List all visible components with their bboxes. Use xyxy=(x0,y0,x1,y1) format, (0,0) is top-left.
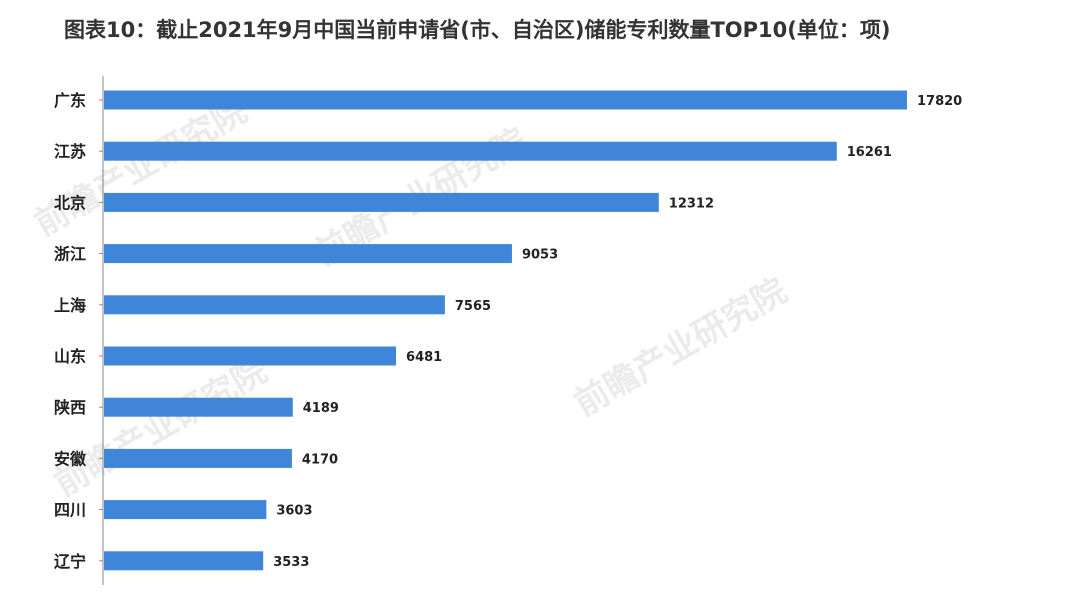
data-label: 6481 xyxy=(406,350,442,365)
data-label: 3603 xyxy=(276,504,312,519)
bar xyxy=(104,346,397,366)
category-label: 山东 xyxy=(54,347,86,366)
category-label: 江苏 xyxy=(54,142,86,161)
category-label: 上海 xyxy=(54,296,86,315)
data-label: 3533 xyxy=(273,555,309,570)
data-label: 12312 xyxy=(669,196,714,211)
bar xyxy=(104,551,264,571)
category-label: 陕西 xyxy=(54,398,86,417)
bar xyxy=(104,295,445,315)
category-label: 安徽 xyxy=(54,449,87,468)
category-label: 辽宁 xyxy=(54,552,86,571)
data-label: 4170 xyxy=(302,452,338,467)
category-label: 四川 xyxy=(54,501,86,520)
data-label: 9053 xyxy=(522,248,558,263)
category-label: 广东 xyxy=(54,91,86,110)
data-label: 16261 xyxy=(847,145,892,160)
bar xyxy=(104,90,907,110)
bar xyxy=(104,397,293,417)
bar xyxy=(104,192,659,212)
bar xyxy=(104,244,512,264)
category-label: 北京 xyxy=(54,193,86,212)
data-label: 4189 xyxy=(303,401,339,416)
data-label: 7565 xyxy=(455,299,491,314)
bar xyxy=(104,448,292,468)
bar xyxy=(104,500,267,520)
data-label: 17820 xyxy=(917,94,962,109)
chart-title: 图表10：截止2021年9月中国当前申请省(市、自治区)储能专利数量TOP10(… xyxy=(64,18,891,42)
category-label: 浙江 xyxy=(54,245,86,264)
bar xyxy=(104,141,837,161)
